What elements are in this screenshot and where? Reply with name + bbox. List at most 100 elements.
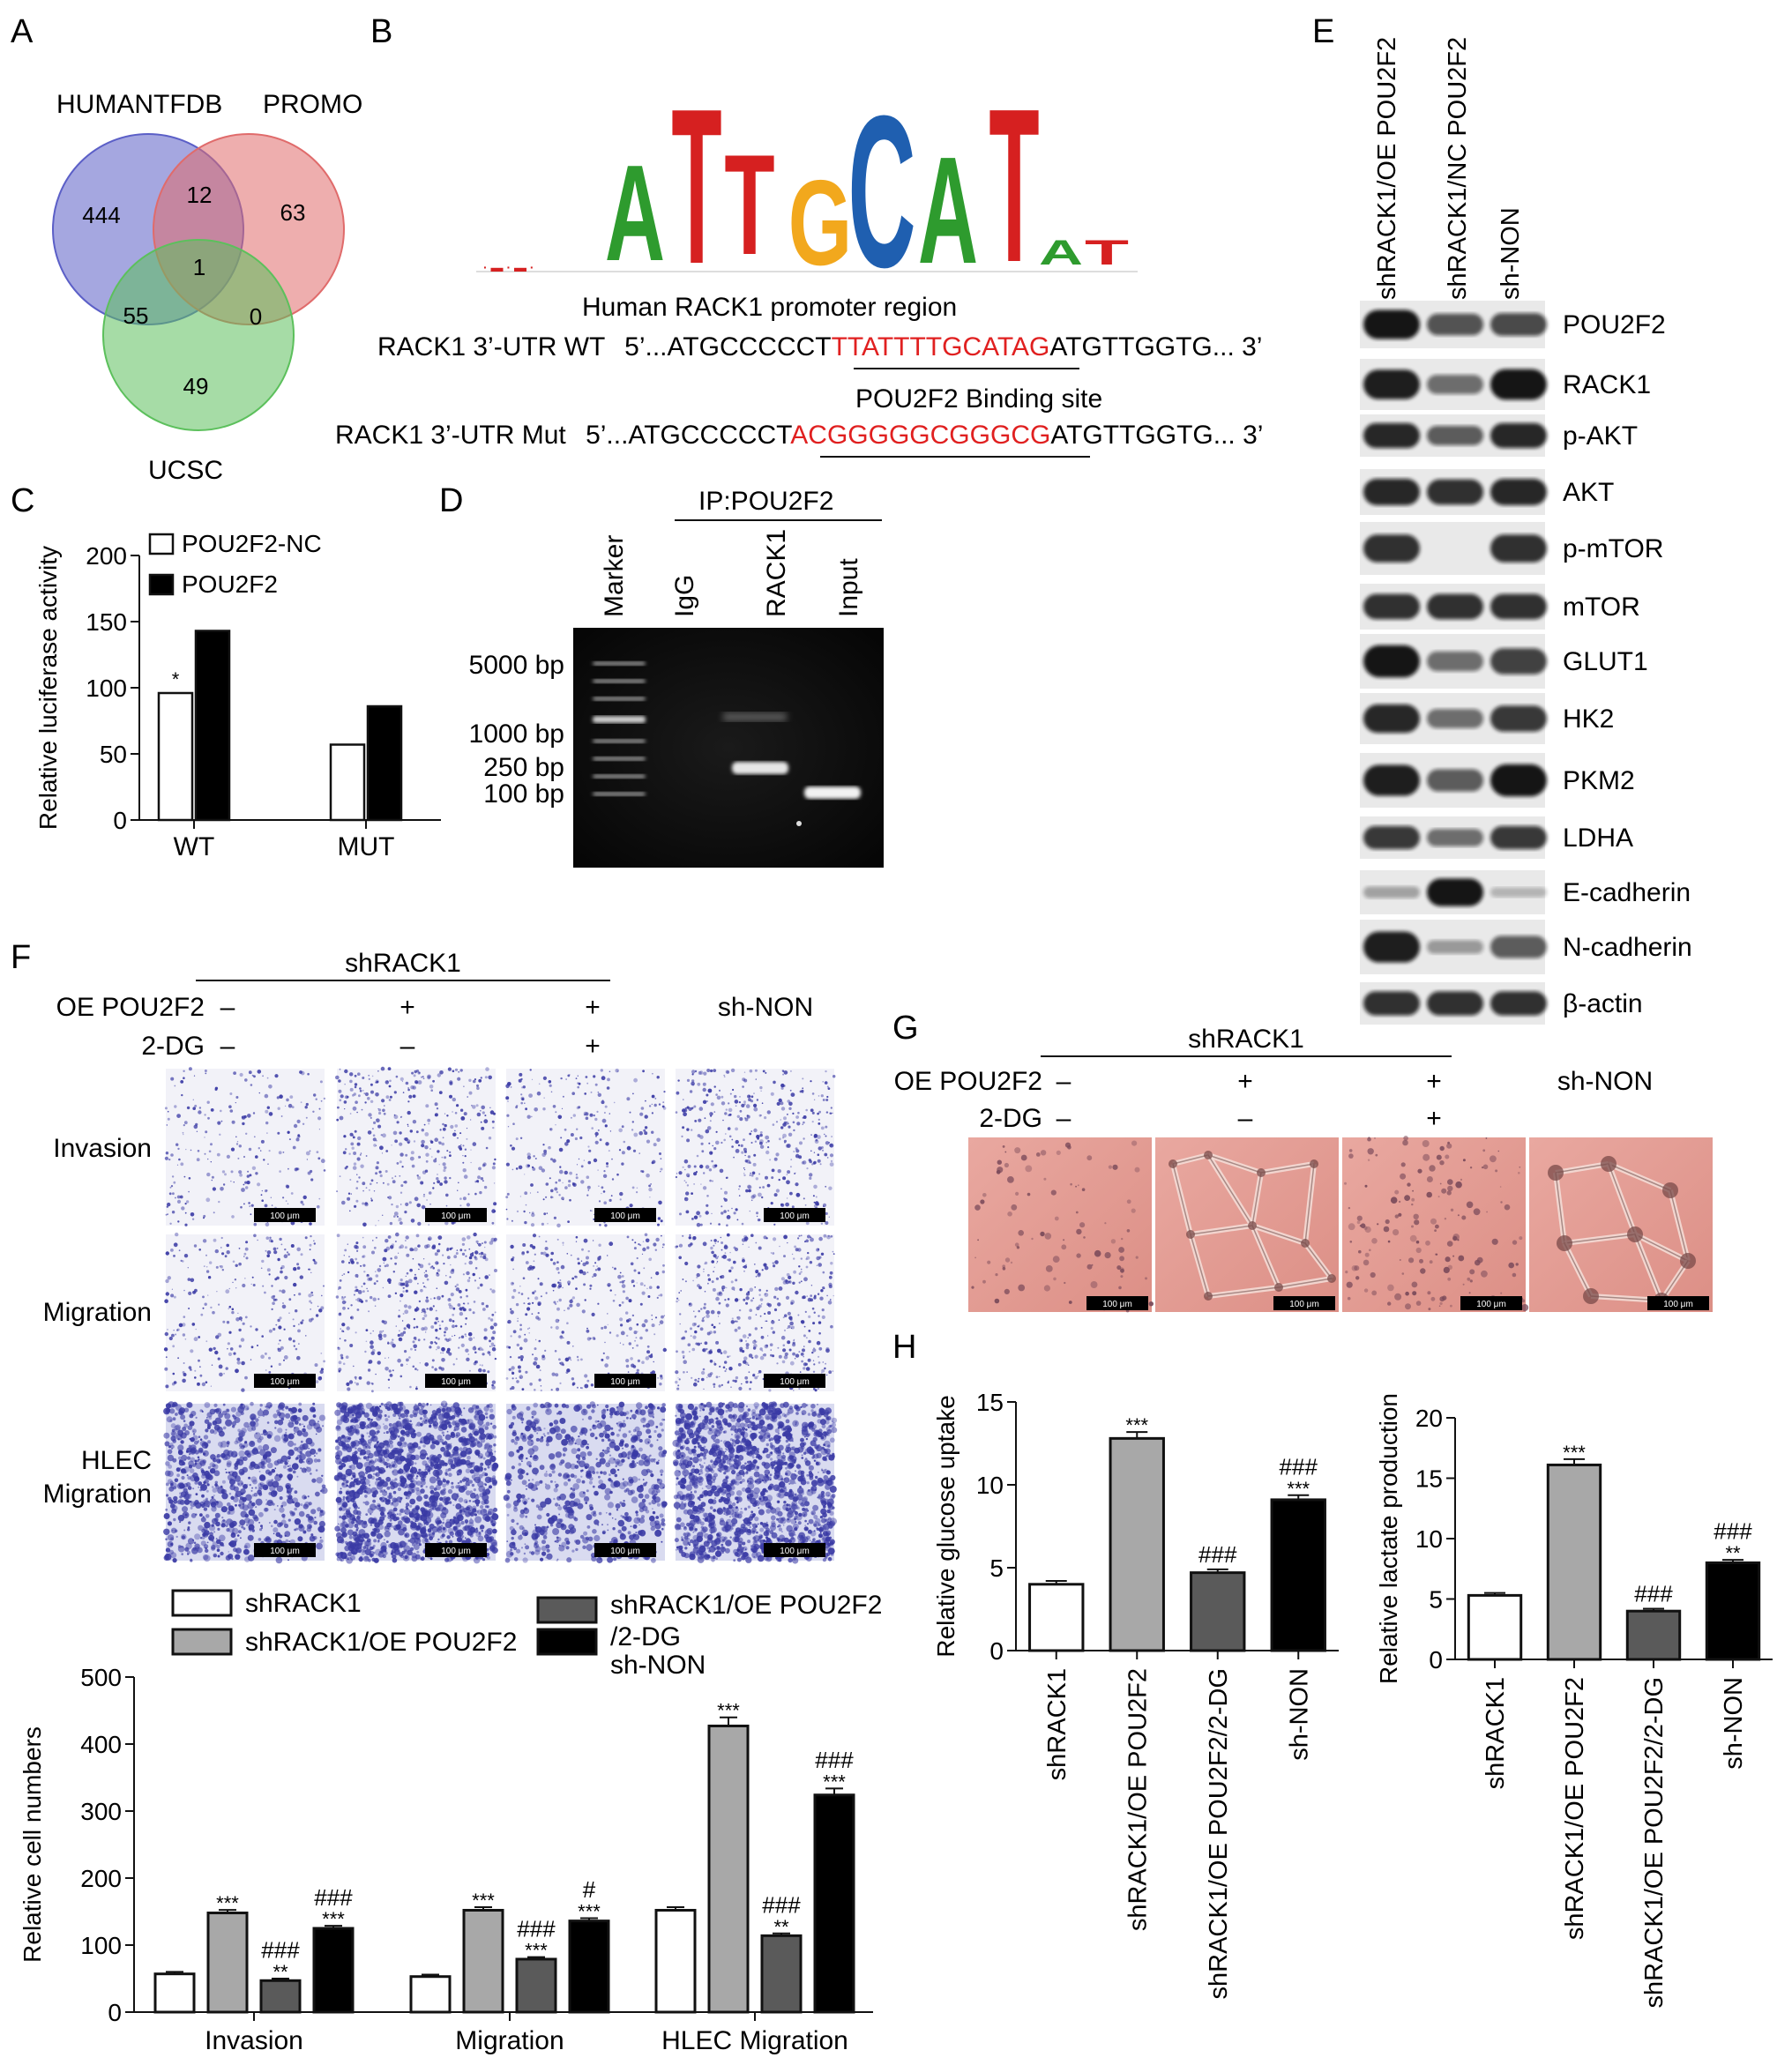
cell-speck bbox=[372, 1240, 374, 1241]
cell-speck bbox=[444, 1280, 449, 1286]
cell-speck bbox=[393, 1211, 399, 1216]
cell-speck bbox=[358, 1299, 362, 1302]
cell-speck bbox=[264, 1093, 269, 1099]
cell-speck bbox=[765, 1320, 768, 1323]
marker-band bbox=[593, 716, 646, 723]
cell-speck bbox=[221, 1170, 226, 1174]
cell-speck bbox=[200, 1313, 204, 1316]
cell-speck bbox=[233, 1496, 239, 1502]
cell-speck bbox=[620, 1331, 625, 1336]
cell-speck bbox=[484, 1412, 489, 1416]
cell-speck bbox=[356, 1174, 358, 1175]
cell-speck bbox=[431, 1156, 433, 1158]
cell-speck bbox=[378, 1330, 383, 1334]
cell-speck bbox=[244, 1441, 248, 1444]
cell-speck bbox=[566, 1139, 571, 1144]
cell-speck bbox=[194, 1104, 198, 1107]
cell-speck bbox=[729, 1092, 732, 1095]
cell-speck bbox=[549, 1177, 551, 1180]
cell-speck bbox=[633, 1132, 638, 1137]
cell-speck bbox=[797, 1237, 800, 1240]
cell-speck bbox=[406, 1271, 409, 1275]
cell-speck bbox=[754, 1354, 758, 1359]
cell-speck bbox=[483, 1482, 487, 1486]
cell-speck bbox=[264, 1352, 267, 1355]
cell-speck bbox=[805, 1367, 810, 1371]
gel-band-input bbox=[804, 786, 861, 799]
cell-speck bbox=[401, 1320, 404, 1322]
cell-speck bbox=[338, 1361, 342, 1365]
cell-speck bbox=[209, 1462, 215, 1468]
cell-speck bbox=[811, 1351, 814, 1354]
cell-speck bbox=[488, 1137, 492, 1140]
cell-speck bbox=[755, 1314, 758, 1316]
cell-speck bbox=[270, 1525, 273, 1528]
cell-speck bbox=[527, 1297, 530, 1300]
cell-speck bbox=[385, 1170, 388, 1173]
cell-speck bbox=[230, 1406, 236, 1413]
cell-speck bbox=[522, 1085, 526, 1089]
cell-speck bbox=[682, 1108, 686, 1113]
cell-speck bbox=[432, 1305, 435, 1308]
cell-speck bbox=[265, 1507, 269, 1512]
cell-speck bbox=[398, 1217, 402, 1221]
cell-speck bbox=[821, 1315, 825, 1319]
blot-band bbox=[1427, 426, 1483, 445]
cell-speck bbox=[296, 1475, 299, 1478]
cell-speck bbox=[170, 1077, 175, 1081]
cell-speck bbox=[577, 1262, 581, 1265]
cell-speck bbox=[389, 1095, 392, 1099]
cell-speck bbox=[750, 1100, 754, 1103]
cell-speck bbox=[662, 1347, 667, 1353]
cell-speck bbox=[422, 1076, 424, 1077]
blot-band bbox=[1427, 991, 1483, 1016]
cell-speck bbox=[646, 1345, 650, 1348]
cell-speck bbox=[243, 1405, 250, 1411]
cell-speck bbox=[743, 1138, 745, 1141]
cell-speck bbox=[410, 1480, 414, 1483]
cell-speck bbox=[739, 1117, 743, 1122]
cell-speck bbox=[703, 1071, 707, 1076]
cell-speck bbox=[407, 1110, 411, 1115]
cell-speck bbox=[723, 1138, 726, 1142]
cell-speck bbox=[235, 1547, 242, 1554]
cell-speck bbox=[250, 1283, 252, 1286]
cell-speck bbox=[780, 1101, 784, 1106]
cell-speck bbox=[274, 1467, 277, 1470]
cell-speck bbox=[508, 1346, 511, 1349]
motif-tail-right-t: T bbox=[1085, 234, 1129, 272]
cell-speck bbox=[296, 1119, 301, 1123]
cell-speck bbox=[758, 1369, 762, 1374]
cell-speck bbox=[167, 1110, 169, 1113]
motif-tail-left: · ▬ · ▬ · bbox=[483, 260, 534, 274]
cell-speck bbox=[341, 1296, 345, 1301]
cell-speck bbox=[659, 1383, 662, 1386]
cell-speck bbox=[174, 1425, 181, 1432]
scale-bar-label: 100 μm bbox=[610, 1377, 640, 1387]
cell-speck bbox=[547, 1223, 549, 1225]
cell-speck bbox=[237, 1312, 239, 1314]
cell-speck bbox=[388, 1196, 392, 1200]
cell-speck bbox=[299, 1070, 302, 1074]
cell-speck bbox=[176, 1199, 182, 1204]
cell-speck bbox=[386, 1182, 390, 1186]
cell-speck bbox=[480, 1283, 483, 1287]
cell-speck bbox=[175, 1333, 177, 1336]
cell-speck bbox=[271, 1308, 273, 1310]
cell-speck bbox=[437, 1295, 441, 1301]
cell-speck bbox=[810, 1080, 812, 1083]
cell-speck bbox=[621, 1284, 626, 1288]
cell-speck bbox=[445, 1204, 448, 1207]
cell-speck bbox=[192, 1290, 196, 1294]
cell-speck bbox=[437, 1073, 441, 1077]
cell-speck bbox=[515, 1377, 518, 1379]
cell-speck bbox=[625, 1296, 629, 1301]
cell-speck bbox=[181, 1093, 183, 1097]
cell-speck bbox=[407, 1100, 410, 1103]
cell-speck bbox=[286, 1251, 289, 1254]
cell-speck bbox=[740, 1144, 743, 1147]
blot-band bbox=[1363, 309, 1420, 339]
cell-speck bbox=[235, 1454, 238, 1457]
cell-speck bbox=[695, 1171, 698, 1174]
cell-speck bbox=[556, 1301, 558, 1303]
